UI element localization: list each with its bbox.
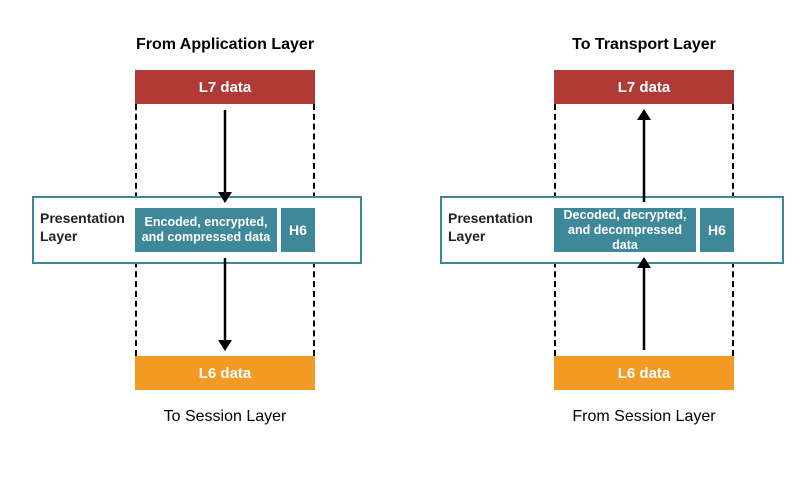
arrow-down-icon [215, 256, 235, 352]
left-l7-box: L7 data [135, 70, 315, 104]
arrow-up-icon [634, 256, 654, 352]
left-h6-box: H6 [281, 208, 315, 252]
right-l7-box: L7 data [554, 70, 734, 104]
left-title: From Application Layer [95, 36, 355, 54]
right-h6-box: H6 [700, 208, 734, 252]
left-side-label: Presentation Layer [40, 210, 137, 245]
arrow-down-icon [215, 108, 235, 204]
arrow-up-icon [634, 108, 654, 204]
left-mid-box: Encoded, encrypted, and compressed data [135, 208, 277, 252]
right-l6-box: L6 data [554, 356, 734, 390]
left-caption: To Session Layer [95, 408, 355, 426]
right-caption: From Session Layer [514, 408, 774, 426]
left-l6-box: L6 data [135, 356, 315, 390]
right-title: To Transport Layer [514, 36, 774, 54]
right-mid-box: Decoded, decrypted, and decompressed dat… [554, 208, 696, 252]
right-side-label: Presentation Layer [448, 210, 556, 245]
